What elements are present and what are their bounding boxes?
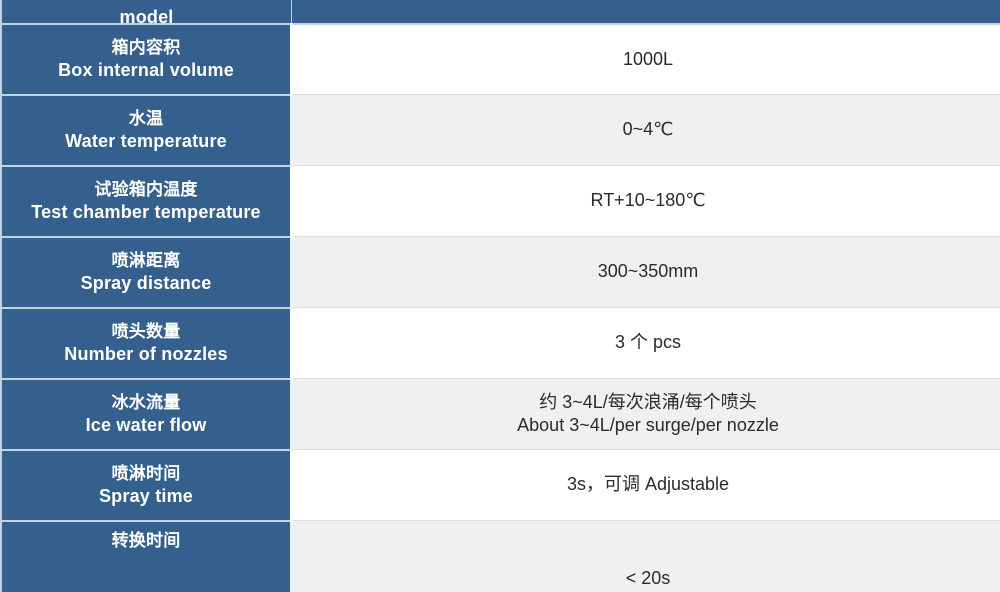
- row-label-cell: 冰水流量 Ice water flow: [1, 379, 292, 450]
- row-label-en: Number of nozzles: [2, 343, 290, 366]
- row-value-cell: [292, 0, 1000, 24]
- row-value-line: < 20s: [293, 567, 1000, 590]
- row-value-line: RT+10~180℃: [293, 189, 1000, 212]
- row-label-en: Spray time: [2, 485, 290, 508]
- row-label-cell: 箱内容积 Box internal volume: [1, 24, 292, 95]
- row-value-line: About 3~4L/per surge/per nozzle: [293, 414, 1000, 437]
- row-value-cell: 0~4℃: [292, 95, 1000, 166]
- row-value-cell: < 20s: [292, 521, 1000, 592]
- row-label-zh: 试验箱内温度: [2, 179, 290, 200]
- table-row: model: [1, 0, 1000, 24]
- row-value-line: 1000L: [293, 48, 1000, 71]
- table-row: 转换时间 < 20s: [1, 521, 1000, 592]
- row-label-zh: 冰水流量: [2, 392, 290, 413]
- row-label-cell: 水温 Water temperature: [1, 95, 292, 166]
- table-row: 水温 Water temperature 0~4℃: [1, 95, 1000, 166]
- row-value-cell: RT+10~180℃: [292, 166, 1000, 237]
- row-value-cell: 1000L: [292, 24, 1000, 95]
- row-label-en: Box internal volume: [2, 59, 290, 82]
- row-label-en: Ice water flow: [2, 414, 290, 437]
- table-row: 喷头数量 Number of nozzles 3 个 pcs: [1, 308, 1000, 379]
- table-row: 喷淋距离 Spray distance 300~350mm: [1, 237, 1000, 308]
- row-label-en: Test chamber temperature: [2, 201, 290, 224]
- row-value-line: 3s，可调 Adjustable: [293, 473, 1000, 496]
- row-label-cell: model: [1, 0, 292, 24]
- table-row: 冰水流量 Ice water flow 约 3~4L/每次浪涌/每个喷头 Abo…: [1, 379, 1000, 450]
- table-row: 喷淋时间 Spray time 3s，可调 Adjustable: [1, 450, 1000, 521]
- row-value-cell: 3 个 pcs: [292, 308, 1000, 379]
- table-row: 箱内容积 Box internal volume 1000L: [1, 24, 1000, 95]
- row-value-line: 300~350mm: [293, 260, 1000, 283]
- row-label-zh: 转换时间: [2, 530, 290, 551]
- row-label-cell: 试验箱内温度 Test chamber temperature: [1, 166, 292, 237]
- row-label-zh: 喷淋距离: [2, 250, 290, 271]
- row-label-zh: 喷头数量: [2, 321, 290, 342]
- row-label-cell: 喷头数量 Number of nozzles: [1, 308, 292, 379]
- row-label-cell: 转换时间: [1, 521, 292, 592]
- row-label-en: Spray distance: [2, 272, 290, 295]
- row-value-cell: 3s，可调 Adjustable: [292, 450, 1000, 521]
- row-label-zh: 喷淋时间: [2, 463, 290, 484]
- row-value-line: 约 3~4L/每次浪涌/每个喷头: [293, 391, 1000, 414]
- table-row: 试验箱内温度 Test chamber temperature RT+10~18…: [1, 166, 1000, 237]
- row-value-line: 3 个 pcs: [293, 331, 1000, 354]
- row-label-cell: 喷淋时间 Spray time: [1, 450, 292, 521]
- row-label-en: model: [2, 6, 291, 29]
- row-label-zh: 箱内容积: [2, 37, 290, 58]
- row-label-zh: 水温: [2, 108, 290, 129]
- row-label-en: Water temperature: [2, 130, 290, 153]
- row-value-line: 0~4℃: [293, 118, 1000, 141]
- row-value-cell: 300~350mm: [292, 237, 1000, 308]
- row-label-cell: 喷淋距离 Spray distance: [1, 237, 292, 308]
- row-value-cell: 约 3~4L/每次浪涌/每个喷头 About 3~4L/per surge/pe…: [292, 379, 1000, 450]
